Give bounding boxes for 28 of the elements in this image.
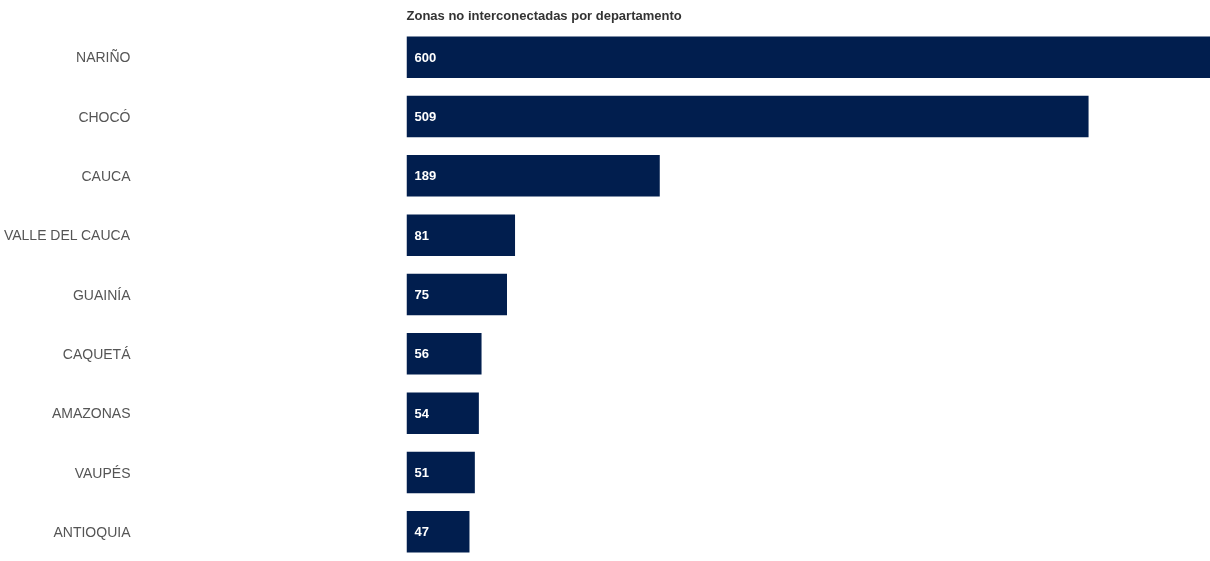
y-tick-label: GUAINÍA bbox=[72, 286, 132, 303]
bar bbox=[406, 392, 479, 434]
data-label: 47 bbox=[414, 524, 429, 540]
bar bbox=[406, 451, 475, 494]
data-label: 75 bbox=[414, 287, 429, 302]
data-label: 56 bbox=[414, 346, 429, 362]
y-tick-label: VAUPÉS bbox=[74, 464, 131, 481]
bar bbox=[406, 155, 660, 197]
bar bbox=[406, 511, 470, 553]
data-label: 189 bbox=[414, 168, 437, 184]
y-tick-label: VALLE DEL CAUCA bbox=[3, 227, 131, 244]
y-tick-label: AMAZONAS bbox=[51, 405, 131, 422]
bar bbox=[406, 36, 1210, 78]
data-label: 54 bbox=[414, 405, 430, 421]
y-tick-label: CAQUETÁ bbox=[62, 345, 132, 362]
bar bbox=[406, 273, 507, 316]
y-tick-label: NARIÑO bbox=[76, 49, 131, 66]
bar bbox=[406, 214, 516, 256]
y-tick-label: CHOCÓ bbox=[78, 108, 131, 125]
y-tick-label: ANTIOQUIA bbox=[53, 523, 132, 540]
data-label: 81 bbox=[414, 227, 429, 243]
data-label: 51 bbox=[414, 465, 429, 480]
data-label: 509 bbox=[414, 109, 437, 124]
y-tick-label: CAUCA bbox=[81, 167, 132, 184]
bar bbox=[406, 333, 482, 375]
chart-title: Zonas no interconectadas por departamento bbox=[406, 7, 682, 23]
bar bbox=[406, 95, 1089, 138]
data-label: 600 bbox=[414, 49, 437, 65]
